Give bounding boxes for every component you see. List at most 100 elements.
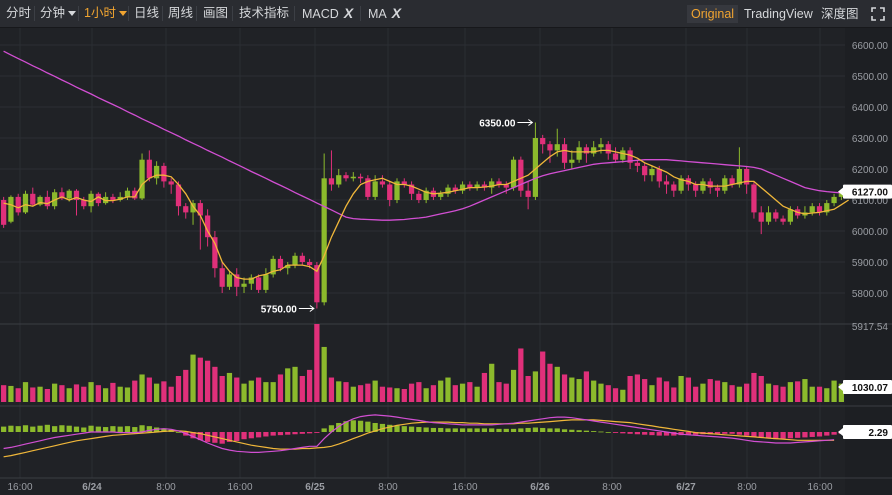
candle-body — [765, 212, 772, 222]
volume-bar — [496, 382, 502, 402]
price-axis-background — [845, 28, 892, 495]
drawing-tools-button[interactable]: 画图 — [203, 6, 229, 20]
macd-histogram-bar — [408, 426, 415, 432]
volume-bar — [401, 389, 407, 402]
toolbar-divider — [128, 6, 129, 21]
price-tick-label: 6100.00 — [852, 196, 889, 207]
volume-bar — [212, 366, 218, 402]
toolbar-divider — [78, 6, 79, 21]
volume-bar — [241, 383, 247, 402]
interval-timeline[interactable]: 分时 — [6, 6, 32, 20]
macd-histogram-bar — [59, 425, 65, 432]
volume-bar — [146, 377, 152, 402]
price-tick-label: 5800.00 — [852, 289, 889, 300]
remove-macd-icon[interactable]: X — [343, 5, 354, 21]
candle-body — [438, 193, 444, 197]
macd-histogram-bar — [685, 432, 692, 435]
candle-body — [124, 190, 131, 197]
time-tick-label: 6/26 — [530, 482, 550, 493]
toolbar: 分时 分钟 1小时 日线 周线 画图 技术指标 MACD X MA X Origin… — [0, 0, 892, 28]
candle-body — [168, 181, 174, 185]
macd-current-tag: 2.29 — [869, 428, 889, 439]
macd-current-tag-pointer — [838, 428, 843, 436]
macd-histogram-bar — [190, 432, 196, 439]
candle-body — [277, 258, 284, 269]
volume-bar — [605, 385, 611, 402]
volume-bar — [379, 386, 386, 402]
candle-body — [605, 144, 611, 154]
macd-histogram-bar — [642, 432, 648, 435]
volume-bar — [809, 386, 815, 402]
macd-histogram-bar — [321, 428, 327, 432]
candle-body — [299, 255, 305, 262]
macd-histogram-bar — [197, 432, 203, 441]
candle-body — [423, 190, 429, 200]
volume-bar — [73, 384, 80, 402]
macd-histogram-bar — [481, 428, 488, 432]
volume-bar — [540, 351, 546, 402]
volume-bar — [438, 380, 444, 402]
interval-weekly[interactable]: 周线 — [168, 6, 194, 20]
technical-indicators-button[interactable]: 技术指标 — [239, 6, 290, 20]
volume-bar — [525, 376, 531, 402]
toolbar-divider — [232, 6, 233, 21]
candle-body — [598, 144, 604, 148]
candle-body — [22, 193, 29, 213]
macd-histogram-bar — [824, 432, 830, 436]
price-tick-label: 6300.00 — [852, 134, 889, 145]
volume-bar — [569, 377, 575, 402]
macd-histogram-bar — [795, 432, 801, 438]
macd-histogram-bar — [263, 432, 269, 437]
candlestick-chart[interactable]: 5800.00 5900.00 6000.00 6100.00 6200.00 6300.… — [0, 28, 892, 495]
candle-body — [73, 190, 80, 200]
volume-bar — [226, 372, 233, 402]
volume-bar — [780, 386, 786, 402]
volume-bar — [773, 385, 779, 402]
volume-bar — [489, 363, 495, 402]
indicator-ma: MA X — [368, 0, 401, 27]
candle-body — [8, 196, 14, 222]
volume-bar — [408, 383, 415, 402]
candle-body — [270, 258, 276, 275]
volume-max-label: 5917.54 — [852, 322, 889, 333]
candle-body — [204, 215, 211, 238]
fullscreen-icon[interactable] — [870, 6, 886, 22]
volume-bar — [22, 382, 29, 402]
candle-body — [561, 144, 568, 163]
candle-body — [336, 175, 342, 185]
remove-ma-icon[interactable]: X — [391, 5, 402, 21]
candle-body — [452, 187, 458, 191]
interval-minutes-dropdown[interactable]: 分钟 — [40, 0, 77, 27]
volume-bar — [430, 385, 437, 402]
macd-histogram-bar — [234, 432, 240, 441]
macd-histogram-bar — [306, 432, 313, 434]
candle-body — [343, 175, 349, 179]
candle-body — [525, 190, 531, 197]
candle-body — [496, 181, 502, 185]
macd-histogram-bar — [95, 426, 101, 432]
macd-histogram-bar — [467, 428, 473, 432]
macd-histogram-bar — [809, 432, 815, 437]
time-tick-label: 6/24 — [82, 482, 102, 493]
volume-bar — [795, 381, 801, 402]
macd-histogram-bar — [299, 432, 305, 434]
macd-histogram-bar — [773, 432, 779, 440]
view-depth-chart-button[interactable]: 深度图 — [821, 7, 859, 21]
interval-1hour-dropdown[interactable]: 1小时 — [84, 0, 127, 27]
price-tick-label: 6600.00 — [852, 41, 889, 52]
volume-bar — [336, 381, 342, 402]
candle-body — [401, 181, 407, 185]
volume-current-tag-pointer — [838, 383, 843, 391]
view-tradingview-button[interactable]: TradingView — [744, 7, 813, 21]
volume-bar — [66, 388, 72, 402]
time-tick-label: 6/27 — [676, 482, 696, 493]
interval-daily[interactable]: 日线 — [134, 6, 160, 20]
candle-body — [30, 193, 36, 205]
candle-body — [226, 274, 233, 287]
volume-bar — [81, 386, 87, 402]
view-original-button[interactable]: Original — [687, 5, 739, 23]
volume-bar — [693, 386, 699, 402]
macd-histogram-bar — [88, 425, 94, 432]
volume-bar — [554, 366, 560, 402]
macd-histogram-bar — [387, 424, 393, 432]
